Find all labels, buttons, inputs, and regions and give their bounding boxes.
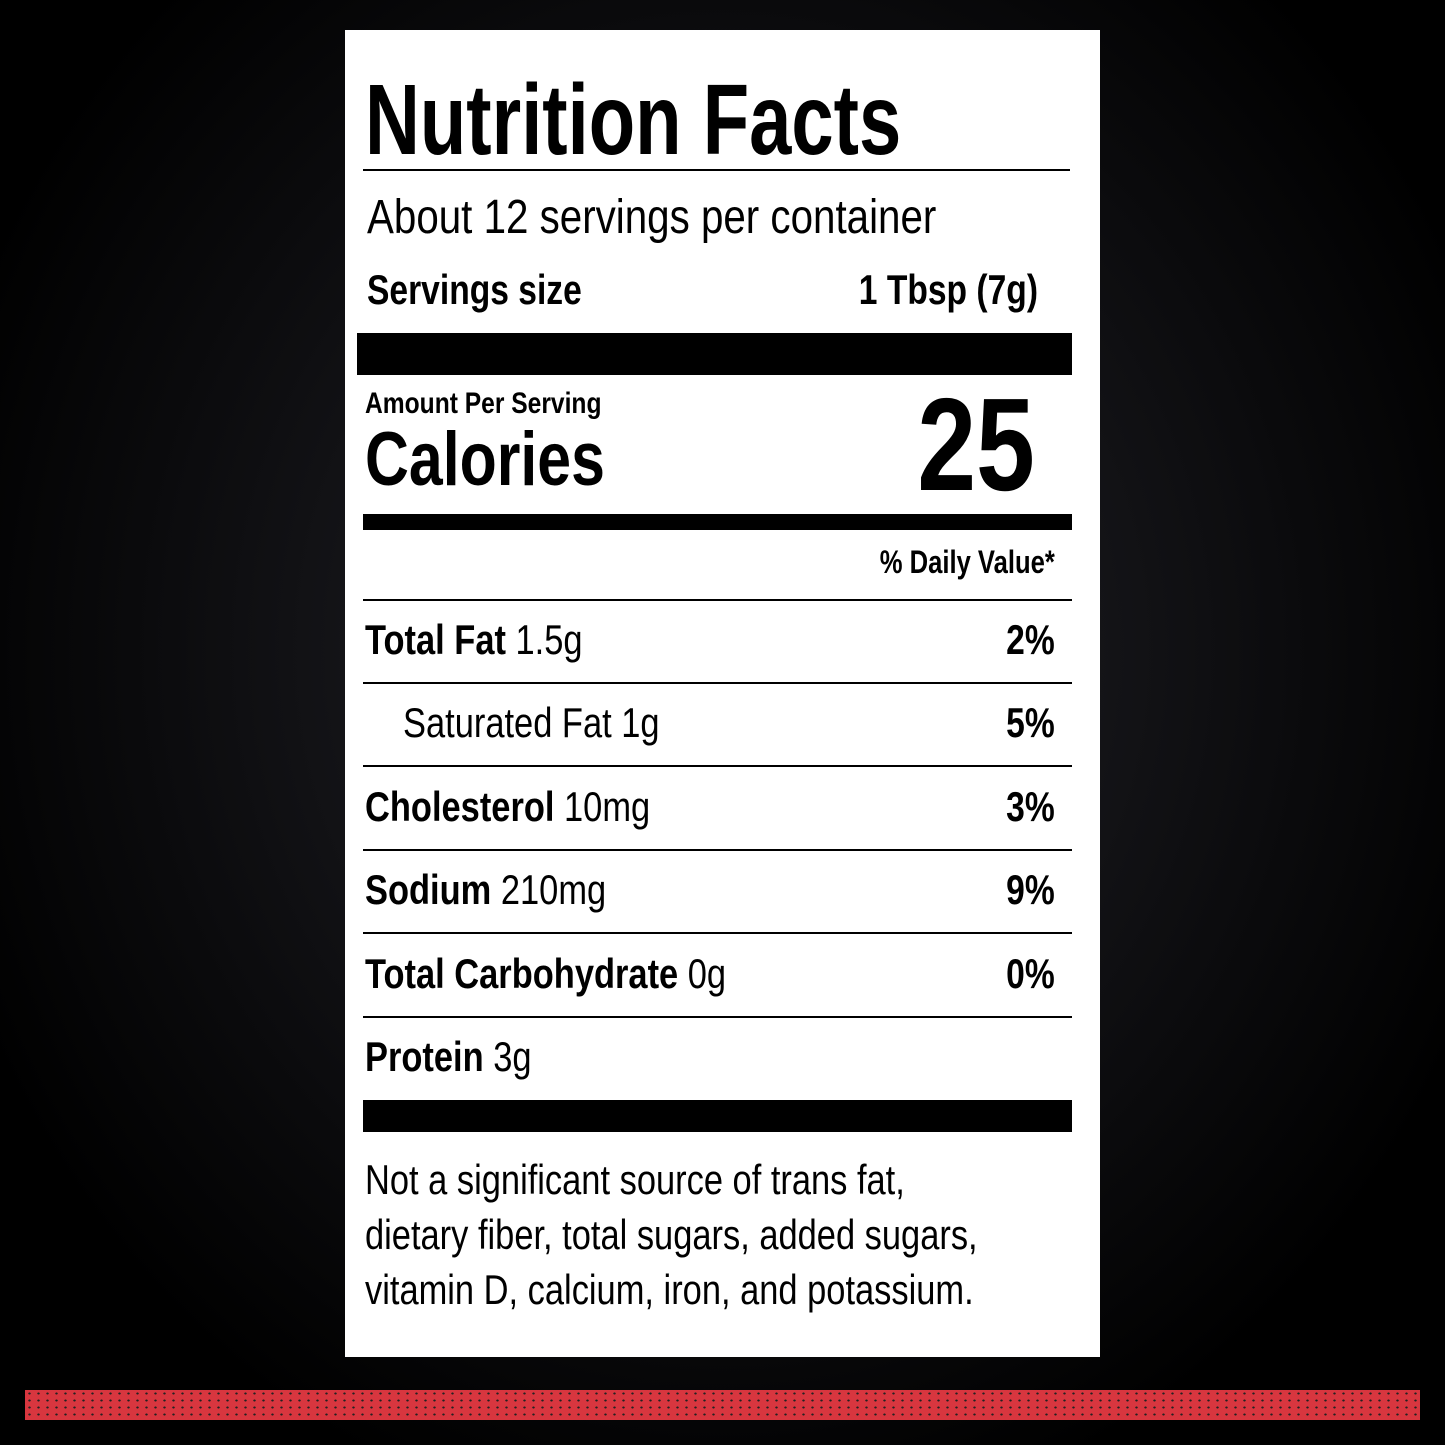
title: Nutrition Facts: [365, 64, 902, 176]
medium-rule: [363, 514, 1072, 530]
nutrient-label: Sodium 210mg: [365, 869, 606, 911]
calories-label: Calories: [365, 417, 605, 502]
nutrient-amount: 0g: [687, 949, 727, 997]
footnote-line: dietary fiber, total sugars, added sugar…: [365, 1211, 978, 1258]
serving-size-value: 1 Tbsp (7g): [858, 266, 1038, 313]
thick-rule: [357, 333, 1072, 375]
thick-rule: [363, 1100, 1072, 1132]
rule: [363, 932, 1072, 935]
serving-size-label: Servings size: [367, 266, 582, 313]
nutrient-amount: 210mg: [500, 866, 607, 914]
nutrient-amount: 1.5g: [515, 616, 583, 663]
nutrient-daily-value: 3%: [1006, 782, 1055, 830]
nutrient-amount: 3g: [493, 1033, 532, 1080]
nutrient-name: Total Fat: [365, 616, 506, 663]
calories-value: 25: [917, 371, 1035, 518]
nutrient-daily-value: 5%: [1006, 699, 1055, 747]
nutrient-label: Protein 3g: [365, 1036, 532, 1078]
daily-value-header: % Daily Value*: [879, 544, 1055, 580]
rule: [363, 1015, 1072, 1018]
nutrient-name: Sodium: [365, 866, 492, 914]
rule: [363, 682, 1072, 684]
nutrient-name: Total Carbohydrate: [365, 949, 679, 997]
nutrition-panel: Nutrition Facts About 12 servings per co…: [345, 30, 1100, 1357]
nutrient-label: Cholesterol 10mg: [365, 782, 651, 830]
decorative-band: [25, 1390, 1420, 1420]
nutrient-daily-value: 0%: [1006, 949, 1055, 997]
footnote-line: vitamin D, calcium, iron, and potassium.: [365, 1266, 974, 1313]
nutrient-daily-value: 9%: [1006, 866, 1055, 914]
nutrient-label: Total Carbohydrate 0g: [365, 949, 727, 997]
nutrient-name: Cholesterol: [365, 782, 555, 830]
nutrient-amount: 10mg: [564, 782, 651, 830]
rule: [363, 848, 1072, 851]
nutrient-label: Saturated Fat 1g: [403, 702, 660, 744]
nutrient-label: Total Fat 1.5g: [365, 619, 583, 661]
nutrient-amount: 1g: [621, 699, 660, 747]
nutrient-name: Saturated Fat: [403, 699, 612, 747]
rule: [363, 599, 1072, 601]
rule: [363, 169, 1070, 171]
servings-per-container: About 12 servings per container: [367, 191, 937, 244]
nutrient-name: Protein: [365, 1033, 484, 1080]
rule: [363, 765, 1072, 768]
nutrient-daily-value: 2%: [1006, 616, 1055, 663]
footnote-line: Not a significant source of trans fat,: [365, 1156, 905, 1203]
amount-per-serving: Amount Per Serving: [365, 387, 602, 420]
